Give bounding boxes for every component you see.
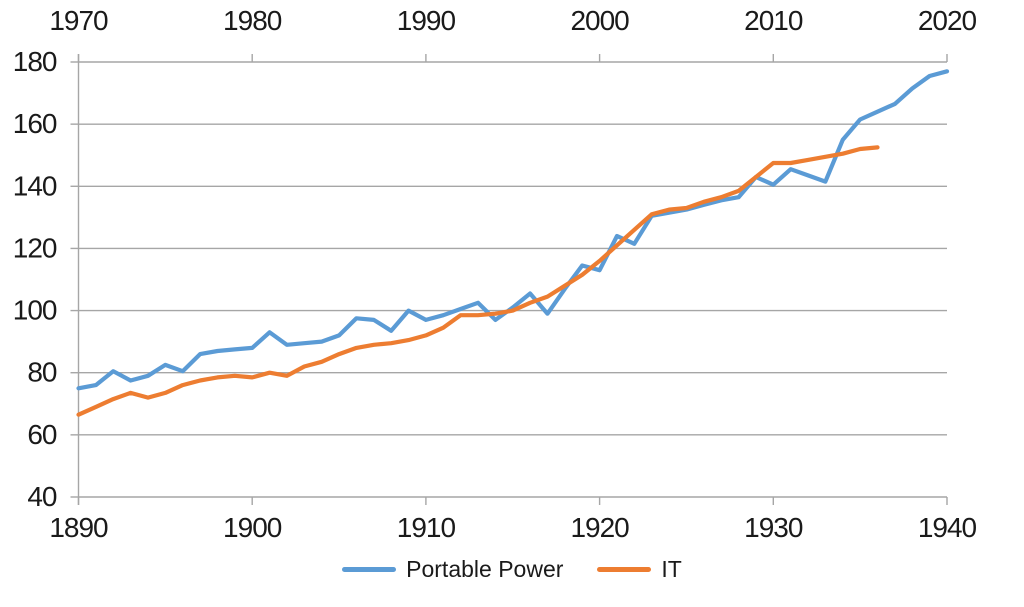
y-axis-label-100: 100 [13, 295, 57, 326]
x-axis-top-label-2010: 2010 [744, 5, 803, 36]
y-axis-label-80: 80 [27, 357, 57, 388]
legend-label-portable-power: Portable Power [406, 556, 564, 582]
x-axis-bottom-label-1900: 1900 [223, 512, 282, 543]
x-axis-top-label-2020: 2020 [918, 5, 977, 36]
legend-item-portable-power: Portable Power [342, 556, 563, 583]
legend-item-it: IT [597, 556, 682, 583]
y-axis-label-40: 40 [27, 481, 57, 512]
y-axis-label-160: 160 [13, 108, 57, 139]
x-axis-bottom-label-1910: 1910 [397, 512, 456, 543]
x-axis-top-label-1990: 1990 [397, 5, 456, 36]
series-line-portable-power [76, 69, 950, 391]
x-axis-bottom-label-1930: 1930 [744, 512, 803, 543]
x-axis-bottom-label-1920: 1920 [570, 512, 629, 543]
x-axis-bottom-label-1940: 1940 [918, 512, 977, 543]
x-axis-top-label-2000: 2000 [570, 5, 629, 36]
legend-swatch-portable-power [342, 567, 397, 572]
x-axis-top-label-1970: 1970 [49, 5, 108, 36]
y-axis-label-120: 120 [13, 232, 57, 263]
legend-label-it: IT [661, 556, 682, 582]
y-axis-label-140: 140 [13, 170, 57, 201]
x-axis-bottom-label-1890: 1890 [49, 512, 108, 543]
series-line-it [76, 145, 880, 417]
chart-legend: Portable Power IT [0, 556, 1024, 583]
x-axis-top-label-1980: 1980 [223, 5, 282, 36]
y-axis-label-180: 180 [13, 46, 57, 77]
legend-swatch-it [597, 567, 652, 572]
y-axis-label-60: 60 [27, 419, 57, 450]
